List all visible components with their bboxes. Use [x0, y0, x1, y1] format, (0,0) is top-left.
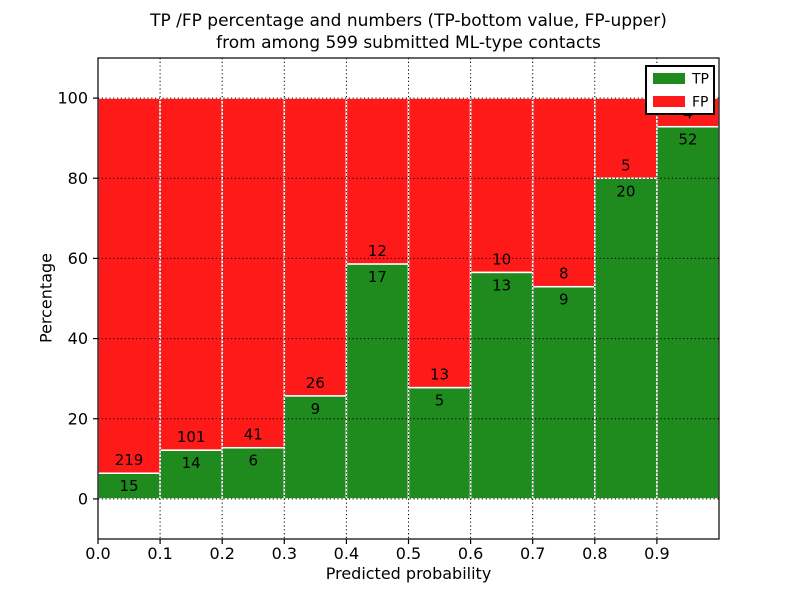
bar-count-tp: 20	[616, 182, 635, 200]
bar-segment-tp	[407, 386, 472, 500]
bar-count-tp: 52	[678, 131, 697, 149]
bar-segment-tp	[656, 125, 720, 500]
x-tick-label: 0.6	[458, 544, 483, 563]
x-tick-label: 0.2	[209, 544, 234, 563]
bar-segment-fp	[283, 97, 348, 397]
x-tick-label: 0.7	[520, 544, 545, 563]
legend-label-tp: TP	[691, 72, 709, 88]
y-tick-label: 60	[68, 249, 88, 268]
y-tick-label: 40	[68, 329, 88, 348]
bar-count-tp: 14	[182, 454, 201, 472]
x-tick-label: 0.4	[334, 544, 359, 563]
bar-count-fp: 101	[177, 428, 206, 446]
x-tick-label: 0.1	[147, 544, 172, 563]
y-tick-label: 20	[68, 409, 88, 428]
bar-count-tp: 15	[120, 477, 139, 495]
bar-count-fp: 5	[621, 156, 631, 174]
bar-count-fp: 219	[115, 451, 144, 469]
bar-segment-fp	[407, 97, 472, 389]
x-tick-label: 0.5	[396, 544, 421, 563]
legend-label-fp: FP	[692, 95, 709, 111]
x-tick-label: 0.0	[85, 544, 110, 563]
y-tick-label: 0	[78, 489, 88, 508]
bar-segment-fp	[531, 97, 596, 288]
bar-count-tp: 5	[435, 392, 445, 410]
bar-segment-fp	[469, 97, 534, 274]
bar-count-fp: 13	[430, 366, 449, 384]
bar-count-tp: 6	[248, 452, 258, 470]
y-tick-label: 80	[68, 169, 88, 188]
chart-title: TP /FP percentage and numbers (TP-bottom…	[98, 10, 719, 54]
bar-count-tp: 9	[559, 291, 569, 309]
bar-count-fp: 41	[244, 426, 263, 444]
bar-segment-fp	[97, 97, 161, 474]
y-tick-label: 100	[57, 89, 88, 108]
bar-segment-tp	[469, 271, 534, 500]
y-axis-label: Percentage	[36, 252, 56, 344]
x-axis-label: Predicted probability	[325, 564, 492, 583]
x-tick-label: 0.9	[644, 544, 669, 563]
bar-count-fp: 12	[368, 242, 387, 260]
bar-count-tp: 13	[492, 276, 511, 294]
bar-count-tp: 17	[368, 268, 387, 286]
bar-segment-fp	[345, 97, 410, 265]
x-tick-label: 0.3	[272, 544, 297, 563]
bar-count-fp: 26	[306, 374, 325, 392]
bar-segment-tp	[594, 177, 658, 500]
bar-segment-fp	[159, 97, 223, 451]
chart-title-line2: from among 599 submitted ML-type contact…	[216, 33, 601, 53]
bar-count-fp: 8	[559, 265, 569, 283]
bar-segment-tp	[531, 285, 596, 500]
legend-swatch-fp	[653, 96, 685, 107]
legend-swatch-tp	[653, 73, 685, 84]
bar-count-tp: 9	[311, 400, 321, 418]
bar-segment-fp	[221, 97, 286, 449]
bar-segment-tp	[345, 263, 410, 500]
x-tick-label: 0.8	[582, 544, 607, 563]
bar-count-fp: 10	[492, 250, 511, 268]
chart-title-line1: TP /FP percentage and numbers (TP-bottom…	[150, 11, 667, 31]
bar-segment-tp	[159, 449, 223, 500]
